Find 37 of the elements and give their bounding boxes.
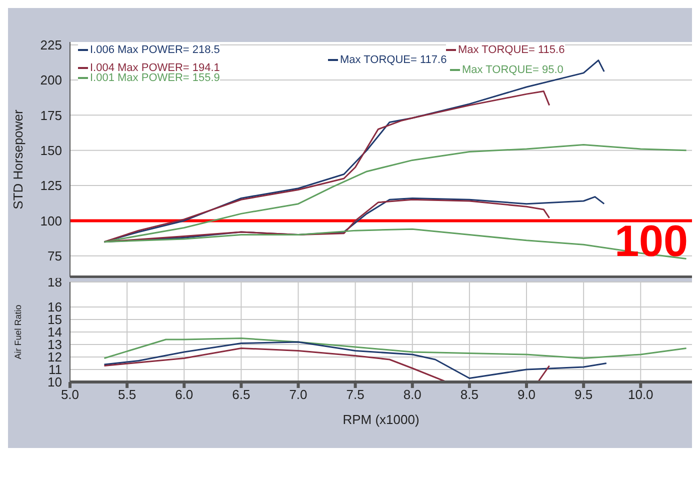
x-tick-label: 9.5: [574, 387, 593, 402]
y-tick-label: 12: [48, 350, 62, 365]
legend-label: Max TORQUE= 117.6: [328, 54, 447, 66]
y-tick-label: 10: [48, 374, 62, 390]
legend-label: I.004 Max POWER= 194.1: [78, 62, 220, 74]
y-tick-label: 14: [48, 324, 62, 340]
y-tick-label: 175: [40, 108, 62, 123]
line-series: [103, 338, 688, 359]
ref-line-label: 100: [614, 216, 688, 266]
y-tick-label: 75: [48, 248, 62, 264]
x-tick-label: 9.0: [517, 387, 536, 402]
x-tick-label: 5.0: [60, 387, 80, 402]
x-tick-label: 7.5: [346, 387, 364, 402]
y-tick-label: 13: [48, 337, 62, 352]
x-axis-title: RPM (x1000): [342, 412, 420, 427]
y-tick-label: 15: [48, 312, 62, 328]
y-tick-label: 150: [40, 142, 62, 158]
x-tick-label: 5.5: [118, 387, 136, 402]
legend-label: Max TORQUE= 95.0: [450, 64, 564, 76]
legend-label: I.001 Max POWER= 155.9: [78, 72, 220, 84]
y-tick-label: 225: [40, 37, 62, 52]
y-tick-label: 200: [40, 72, 62, 88]
line-series: [103, 341, 608, 379]
x-tick-label: 6.5: [232, 387, 250, 402]
legend-label: Max TORQUE= 115.6: [446, 44, 565, 56]
x-tick-label: 7.0: [289, 387, 308, 402]
y-tick-label: 11: [48, 362, 62, 378]
y-tick-label: 100: [40, 213, 62, 228]
x-tick-label: 8.0: [403, 387, 422, 402]
y-tick-label: 16: [48, 300, 62, 315]
x-tick-label: 8.5: [460, 387, 478, 402]
y-axis-title: Air Fuel Ratio: [13, 304, 24, 360]
x-tick-label: 6.0: [175, 387, 194, 402]
legend-label: I.006 Max POWER= 218.5: [78, 44, 220, 56]
y-tick-label: 125: [40, 178, 62, 194]
x-tick-label: 10.0: [628, 387, 654, 402]
y-axis-title: STD Horsepower: [10, 108, 26, 210]
